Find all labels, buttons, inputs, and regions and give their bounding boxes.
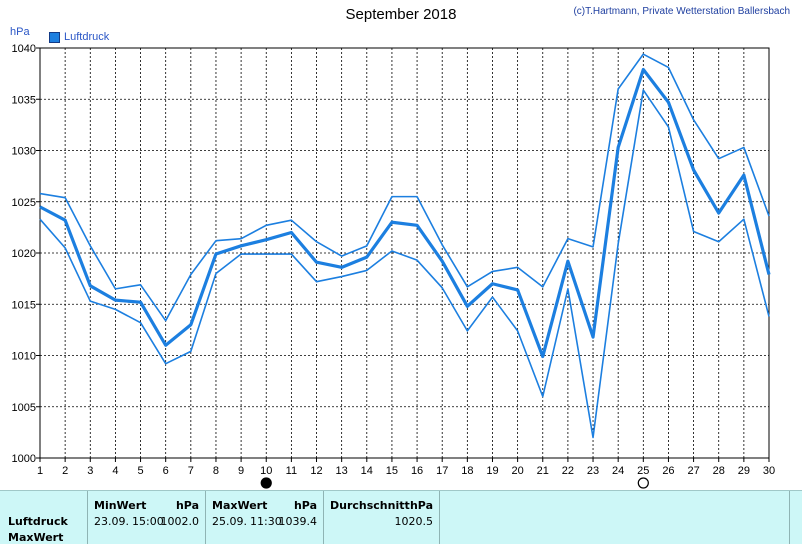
x-tick-label: 5 <box>137 465 143 477</box>
min-header: MinWert <box>94 499 147 512</box>
min-unit: hPa <box>175 499 199 512</box>
max-unit: hPa <box>293 499 317 512</box>
x-tick-label: 20 <box>511 465 523 477</box>
y-tick-label: 1040 <box>12 43 36 55</box>
stats-min-cell: MinWert hPa 23.09. 15:00 1002.0 <box>88 491 206 544</box>
y-tick-label: 1015 <box>12 299 36 311</box>
copyright-credit: (c)T.Hartmann, Private Wetterstation Bal… <box>573 6 790 17</box>
x-tick-label: 9 <box>238 465 244 477</box>
max-time: 11:30 <box>250 515 282 528</box>
max-date: 25.09. <box>212 515 247 528</box>
y-tick-label: 1035 <box>12 94 36 106</box>
x-tick-label: 7 <box>188 465 194 477</box>
series-line-min <box>39 89 770 439</box>
avg-value: 1020.5 <box>394 515 434 528</box>
x-tick-label: 14 <box>361 465 373 477</box>
y-tick-label: 1020 <box>12 248 36 260</box>
max-header: MaxWert <box>212 499 268 512</box>
x-tick-label: 17 <box>436 465 448 477</box>
x-tick-label: 11 <box>286 465 297 477</box>
x-tick-label: 1 <box>37 465 43 477</box>
statistics-panel: Luftdruck MaxWert MinWert hPa 23.09. 15:… <box>0 490 802 544</box>
stats-row-label: Luftdruck <box>8 515 68 528</box>
series-line-avg <box>39 67 771 359</box>
x-tick-label: 2 <box>62 465 68 477</box>
new-moon-icon <box>260 477 272 489</box>
x-tick-label: 23 <box>587 465 599 477</box>
y-tick-label: 1005 <box>12 402 36 414</box>
stats-row-label-2: MaxWert <box>8 531 64 544</box>
y-axis-unit-label: hPa <box>10 26 30 38</box>
x-tick-label: 16 <box>411 465 423 477</box>
y-tick-label: 1010 <box>12 351 36 363</box>
x-tick-label: 30 <box>763 465 775 477</box>
avg-unit: hPa <box>409 499 433 512</box>
x-tick-label: 26 <box>662 465 674 477</box>
x-tick-label: 8 <box>213 465 219 477</box>
min-time: 15:00 <box>132 515 164 528</box>
x-tick-label: 29 <box>738 465 750 477</box>
legend: Luftdruck <box>49 31 109 43</box>
y-tick-label: 1000 <box>12 453 36 465</box>
stats-avg-cell: Durchschnitt hPa 1020.5 <box>324 491 440 544</box>
full-moon-icon <box>637 477 649 489</box>
x-tick-label: 19 <box>486 465 498 477</box>
min-date: 23.09. <box>94 515 129 528</box>
avg-header: Durchschnitt <box>330 499 410 512</box>
max-value: 1039.4 <box>278 515 318 528</box>
x-tick-label: 25 <box>637 465 649 477</box>
legend-swatch <box>49 31 60 43</box>
x-tick-label: 18 <box>461 465 473 477</box>
legend-label: Luftdruck <box>64 31 110 43</box>
series-line-max <box>39 53 770 322</box>
y-tick-label: 1025 <box>12 197 36 209</box>
x-tick-label: 3 <box>87 465 93 477</box>
chart-title: September 2018 <box>345 6 457 23</box>
x-tick-label: 28 <box>713 465 725 477</box>
x-tick-label: 22 <box>562 465 574 477</box>
x-tick-label: 6 <box>163 465 169 477</box>
stats-max-cell: MaxWert hPa 25.09. 11:30 1039.4 <box>206 491 324 544</box>
x-tick-label: 13 <box>336 465 348 477</box>
x-tick-label: 4 <box>112 465 118 477</box>
stats-empty-cell <box>440 491 790 544</box>
x-tick-label: 24 <box>612 465 624 477</box>
x-tick-label: 10 <box>260 465 272 477</box>
x-tick-label: 27 <box>687 465 699 477</box>
x-tick-label: 15 <box>386 465 398 477</box>
x-tick-label: 12 <box>310 465 322 477</box>
x-tick-label: 21 <box>537 465 549 477</box>
stats-label-cell: Luftdruck MaxWert <box>0 491 88 544</box>
min-value: 1002.0 <box>160 515 200 528</box>
y-tick-label: 1030 <box>12 146 36 158</box>
